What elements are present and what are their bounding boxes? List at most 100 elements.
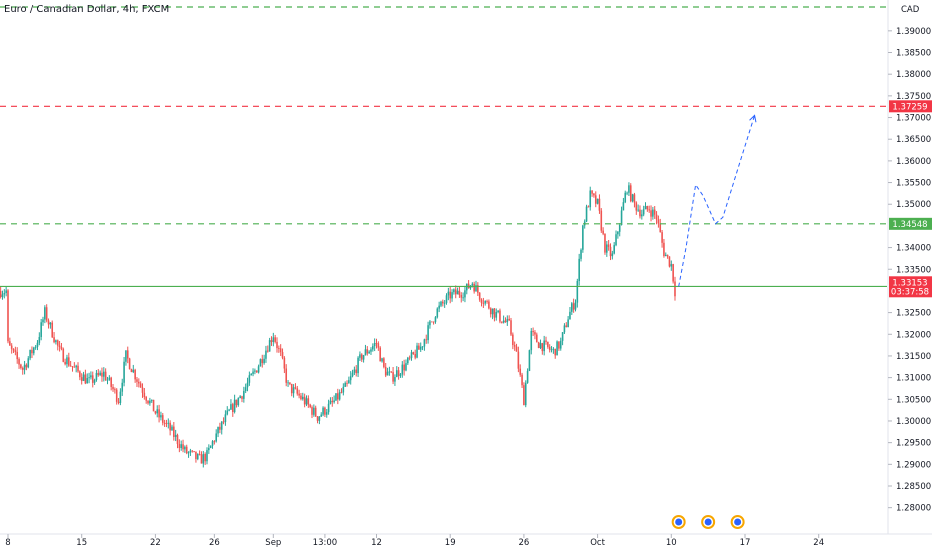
candle	[473, 283, 475, 292]
axes: 1.372591.345481.331031.3315303:37:581.39…	[5, 27, 932, 548]
candle	[167, 422, 170, 424]
candle	[593, 193, 595, 196]
level-price-tag	[889, 100, 932, 113]
candle	[598, 198, 601, 211]
candle	[79, 371, 81, 378]
candle	[462, 297, 464, 299]
candle	[132, 369, 135, 373]
candle	[279, 348, 282, 353]
candle	[449, 291, 451, 299]
candle	[401, 364, 404, 375]
candle	[604, 233, 606, 253]
candle	[115, 389, 118, 402]
candle	[86, 378, 89, 384]
candle	[84, 374, 87, 384]
candle	[366, 349, 369, 354]
candle	[504, 320, 507, 323]
candle	[73, 366, 76, 368]
candle	[101, 372, 103, 377]
candle	[655, 214, 658, 220]
candle	[202, 454, 205, 464]
candle	[219, 426, 221, 430]
candle	[0, 290, 2, 297]
candle	[239, 396, 241, 399]
candle	[548, 346, 551, 350]
candle	[220, 421, 223, 430]
x-tick-label: 26	[518, 538, 529, 548]
candle	[158, 409, 160, 418]
candle	[134, 369, 136, 380]
candle	[25, 364, 28, 368]
candle	[637, 209, 639, 211]
candle	[103, 371, 105, 377]
candle	[176, 434, 179, 445]
candle	[355, 369, 358, 374]
candle	[666, 254, 669, 257]
candle	[307, 398, 310, 405]
candle	[421, 346, 424, 348]
candle	[408, 357, 411, 359]
candle	[266, 350, 269, 352]
candle	[451, 292, 453, 299]
candle	[281, 352, 284, 358]
candle	[418, 345, 420, 350]
candle	[615, 234, 617, 246]
candle	[252, 371, 254, 374]
candle	[180, 444, 182, 448]
candle	[399, 374, 402, 376]
event-marker[interactable]	[730, 515, 745, 529]
candle	[510, 320, 512, 335]
candle	[576, 280, 579, 303]
candle	[126, 350, 129, 359]
candle	[246, 382, 249, 388]
candle	[372, 346, 374, 350]
candle	[82, 374, 85, 381]
candle	[559, 340, 562, 349]
candle	[331, 400, 334, 403]
y-tick-label: 1.38000	[896, 70, 931, 80]
candle	[348, 380, 350, 384]
candle	[403, 364, 405, 371]
candle	[370, 349, 372, 352]
x-tick-label: 10	[666, 538, 677, 548]
candle	[90, 375, 92, 378]
candle	[66, 357, 68, 365]
candle	[410, 352, 413, 358]
candle	[659, 223, 662, 233]
candle	[495, 312, 498, 318]
x-tick-label: 13:00	[313, 538, 338, 548]
candle	[169, 422, 171, 431]
candle	[440, 301, 442, 306]
candle	[38, 336, 41, 343]
candle	[383, 358, 385, 367]
y-tick-label: 1.36500	[896, 135, 931, 145]
event-marker[interactable]	[671, 515, 686, 529]
candle	[346, 382, 348, 384]
candle	[342, 386, 345, 393]
candle	[110, 377, 112, 387]
candle	[471, 283, 474, 286]
candle	[9, 341, 11, 346]
candle	[464, 290, 466, 298]
candle	[458, 290, 461, 296]
candle	[635, 202, 638, 211]
candle	[648, 209, 650, 211]
event-marker[interactable]	[701, 515, 716, 529]
candle	[587, 206, 590, 208]
candle	[171, 426, 173, 431]
candle	[318, 416, 321, 421]
event-dot	[734, 518, 742, 526]
candle	[55, 340, 57, 343]
x-tick-label: 26	[209, 538, 220, 548]
candle	[456, 290, 459, 295]
candle	[639, 209, 641, 217]
candle	[618, 225, 621, 232]
y-tick-label: 1.28500	[896, 482, 931, 492]
candle	[414, 353, 416, 358]
y-tick-label: 1.35000	[896, 200, 931, 210]
candle	[644, 206, 647, 210]
x-tick-label: Sep	[265, 538, 281, 548]
candle	[10, 345, 13, 349]
